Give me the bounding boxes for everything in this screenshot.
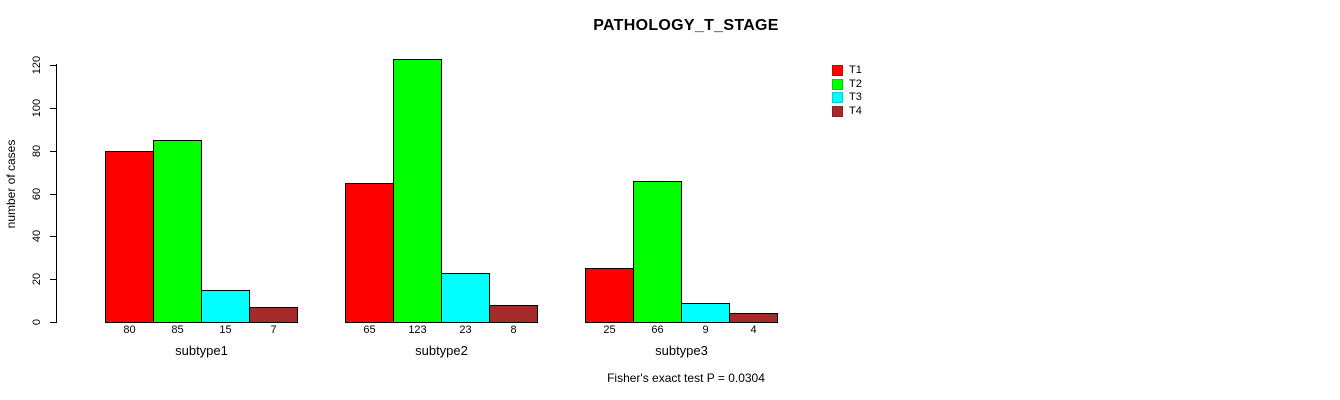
bar-value-label: 15 [219, 324, 232, 336]
bar-subtype1-T2 [153, 140, 202, 323]
y-axis-tick-label: 0 [31, 318, 43, 326]
statistical-test-annotation: Fisher's exact test P = 0.0304 [607, 371, 765, 385]
bar-value-label: 85 [171, 324, 184, 336]
y-axis-tick-label: 120 [31, 55, 43, 75]
bar-value-label: 25 [603, 324, 616, 336]
category-label: subtype2 [415, 343, 468, 358]
y-axis-tick [50, 65, 57, 66]
y-axis-tick [50, 108, 57, 109]
y-axis-tick [50, 194, 57, 195]
legend-label: T4 [849, 104, 862, 117]
bar-subtype3-T2 [633, 181, 682, 323]
y-axis-tick [50, 322, 57, 323]
bar-subtype1-T4 [249, 307, 298, 323]
y-axis-tick-label: 80 [31, 144, 43, 158]
legend-swatch-T1 [832, 65, 843, 76]
legend-item: T2 [832, 77, 862, 90]
y-axis-tick-label: 60 [31, 187, 43, 201]
legend: T1 T2 T3 T4 [832, 65, 862, 117]
bar-subtype2-T2 [393, 59, 442, 323]
bar-subtype1-T1 [105, 151, 154, 323]
y-axis-tick [50, 151, 57, 152]
bar-value-label: 7 [270, 324, 277, 336]
bar-subtype2-T3 [441, 273, 490, 323]
legend-label: T1 [849, 64, 862, 76]
legend-swatch-T2 [832, 78, 843, 90]
y-axis-tick-label: 100 [31, 98, 43, 118]
category-label: subtype3 [655, 343, 708, 358]
y-axis-title: number of cases [4, 139, 18, 229]
bar-subtype3-T4 [729, 313, 778, 323]
legend-label: T3 [849, 91, 862, 103]
bar-value-label: 66 [651, 324, 664, 336]
legend-swatch-T3 [832, 92, 843, 103]
legend-item: T3 [832, 92, 862, 103]
bar-value-label: 4 [750, 324, 757, 336]
y-axis-line [56, 64, 57, 323]
y-axis-tick-label: 40 [31, 229, 43, 243]
legend-item: T4 [832, 104, 862, 117]
chart-title: PATHOLOGY_T_STAGE [593, 17, 779, 34]
y-axis-tick [50, 279, 57, 280]
bar-value-label: 23 [459, 324, 472, 336]
bar-value-label: 9 [702, 324, 709, 336]
bar-subtype2-T4 [489, 305, 538, 323]
bar-value-label: 80 [123, 324, 136, 336]
bar-subtype3-T1 [585, 268, 634, 323]
bar-subtype2-T1 [345, 183, 394, 323]
legend-item: T1 [832, 65, 862, 76]
bar-value-label: 8 [510, 324, 517, 336]
legend-label: T2 [849, 77, 862, 90]
bar-value-label: 65 [363, 324, 376, 336]
bar-subtype3-T3 [681, 303, 730, 323]
y-axis-tick-label: 20 [31, 272, 43, 286]
category-label: subtype1 [175, 343, 228, 358]
bar-value-label: 123 [408, 324, 427, 336]
legend-swatch-T4 [832, 105, 843, 117]
bar-subtype1-T3 [201, 290, 250, 323]
y-axis-tick [50, 236, 57, 237]
